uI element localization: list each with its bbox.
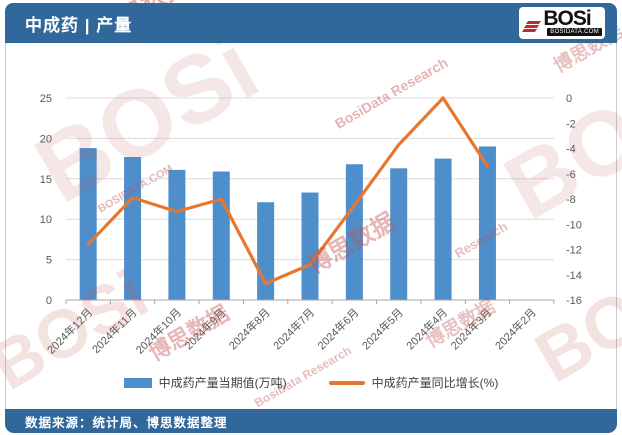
bar-2024年3月 [478, 146, 496, 300]
svg-text:2024年2月: 2024年2月 [492, 305, 539, 352]
line-series-marker-icon [328, 380, 365, 385]
logo-stripes-icon [521, 21, 542, 33]
svg-text:2024年7月: 2024年7月 [270, 305, 317, 352]
svg-text:5: 5 [46, 255, 52, 267]
bar-series-marker-icon [123, 377, 152, 388]
legend-item-line-series: 中成药产量同比增长(%) [328, 374, 499, 391]
legend-label: 中成药产量当期值(万吨) [158, 376, 287, 390]
svg-text:2024年9月: 2024年9月 [181, 305, 228, 352]
svg-text:2024年4月: 2024年4月 [403, 305, 450, 352]
svg-text:-16: -16 [566, 295, 582, 307]
growth-line [86, 96, 490, 286]
footer-bar: 数据来源：统计局、博思数据整理 [5, 409, 617, 433]
bar-2024年5月 [390, 168, 408, 300]
legend-item-bar-series: 中成药产量当期值(万吨) [123, 374, 287, 391]
svg-text:10: 10 [40, 214, 52, 226]
svg-text:2024年6月: 2024年6月 [314, 305, 361, 352]
bar-2024年4月 [434, 158, 452, 300]
svg-text:2024年10月: 2024年10月 [133, 305, 184, 356]
data-source-text: 数据来源：统计局、博思数据整理 [25, 415, 228, 430]
svg-text:-4: -4 [566, 144, 576, 156]
bar-2024年7月 [301, 192, 319, 300]
chart-legend: 中成药产量当期值(万吨) 中成药产量同比增长(%) [6, 374, 616, 391]
bosi-logo: BOSi BOSIDATA.COM [519, 7, 605, 39]
bar-2024年11月 [124, 156, 142, 300]
page-title: 中成药 | 产量 [25, 15, 133, 35]
svg-text:20: 20 [40, 133, 52, 145]
svg-text:-6: -6 [566, 169, 576, 181]
svg-text:2024年12月: 2024年12月 [44, 305, 95, 356]
svg-text:15: 15 [40, 174, 52, 186]
header-bar: 中成药 | 产量 BOSi BOSIDATA.COM [5, 3, 617, 43]
legend-label: 中成药产量同比增长(%) [371, 376, 499, 390]
bar-2024年9月 [212, 171, 230, 300]
svg-text:-2: -2 [566, 118, 576, 130]
chart-area: 0 5 10 15 20 25 0 -2 -4 -6 -8 -10 -12 -14 -16 2024年12月 2… [5, 43, 617, 409]
svg-text:2024年11月: 2024年11月 [89, 305, 140, 356]
bar-2024年6月 [345, 164, 363, 300]
logo-wordmark: BOSi [543, 7, 591, 30]
bar-2024年12月 [79, 148, 97, 300]
svg-text:-10: -10 [566, 219, 582, 231]
svg-text:2024年8月: 2024年8月 [226, 305, 273, 352]
svg-text:-14: -14 [566, 270, 582, 282]
svg-text:-8: -8 [566, 194, 576, 206]
svg-text:25: 25 [40, 93, 52, 105]
bar-2024年10月 [168, 169, 186, 300]
svg-text:2024年5月: 2024年5月 [359, 305, 406, 352]
bar-2024年8月 [257, 202, 275, 300]
logo-site-label: BOSIDATA.COM [547, 28, 602, 36]
svg-text:0: 0 [566, 93, 572, 105]
svg-text:0: 0 [46, 295, 52, 307]
svg-text:2024年3月: 2024年3月 [447, 305, 494, 352]
svg-text:-12: -12 [566, 245, 582, 257]
